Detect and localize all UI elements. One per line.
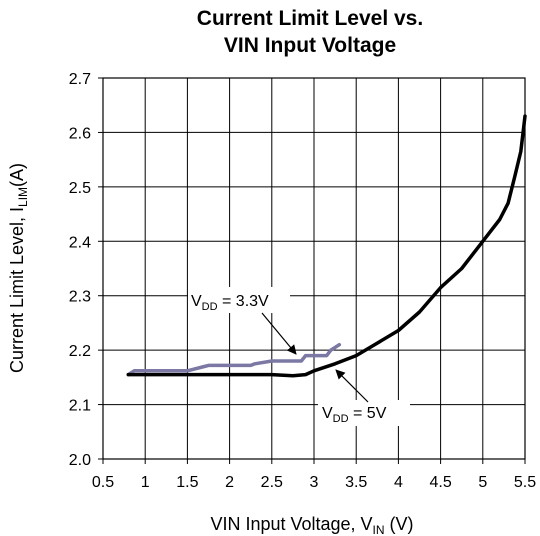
y-tick-label: 2.3	[69, 289, 91, 306]
grid	[103, 78, 525, 459]
annotation-5v: VDD = 5V	[322, 405, 387, 425]
x-tick-label: 3	[310, 474, 319, 491]
x-tick-label: 0.5	[92, 474, 114, 491]
y-axis-ticks: 2.0 2.1 2.2 2.3 2.4 2.5 2.6 2.7	[69, 71, 103, 469]
annotation-bg-3v3	[188, 287, 290, 313]
x-tick-label: 3.5	[345, 474, 367, 491]
annotation-arrow-3v3	[261, 312, 297, 355]
series-layer	[126, 114, 527, 378]
x-tick-label: 4.5	[429, 474, 451, 491]
x-tick-label: 5	[478, 474, 487, 491]
x-axis-ticks: 0.5 1 1.5 2 2.5 3 3.5 4 4.5 5 5.5	[92, 459, 536, 491]
chart-title-line1: Current Limit Level vs.	[197, 7, 423, 30]
y-tick-label: 2.6	[69, 125, 91, 142]
x-tick-label: 1.5	[176, 474, 198, 491]
x-axis-label: VIN Input Voltage, VIN (V)	[210, 514, 413, 536]
x-tick-label: 2	[225, 474, 234, 491]
annotation-3v3: VDD = 3.3V	[191, 293, 269, 313]
y-tick-label: 2.2	[69, 343, 91, 360]
y-tick-label: 2.5	[69, 180, 91, 197]
x-tick-label: 1	[141, 474, 150, 491]
annotation-bg-5v	[318, 400, 410, 426]
y-tick-label: 2.0	[69, 452, 91, 469]
x-tick-label: 2.5	[261, 474, 283, 491]
y-axis-label: Current Limit Level, ILIM(A)	[7, 163, 30, 373]
series-line-vdd-3v3	[126, 342, 342, 377]
y-tick-label: 2.7	[69, 71, 91, 88]
y-tick-label: 2.1	[69, 398, 91, 415]
chart-title-line2: VIN Input Voltage	[224, 34, 396, 57]
series-line-vdd-5v	[126, 114, 527, 378]
annotation-arrow-5v	[335, 369, 369, 403]
y-tick-label: 2.4	[69, 234, 91, 251]
x-tick-label: 5.5	[514, 474, 536, 491]
x-tick-label: 4	[394, 474, 403, 491]
